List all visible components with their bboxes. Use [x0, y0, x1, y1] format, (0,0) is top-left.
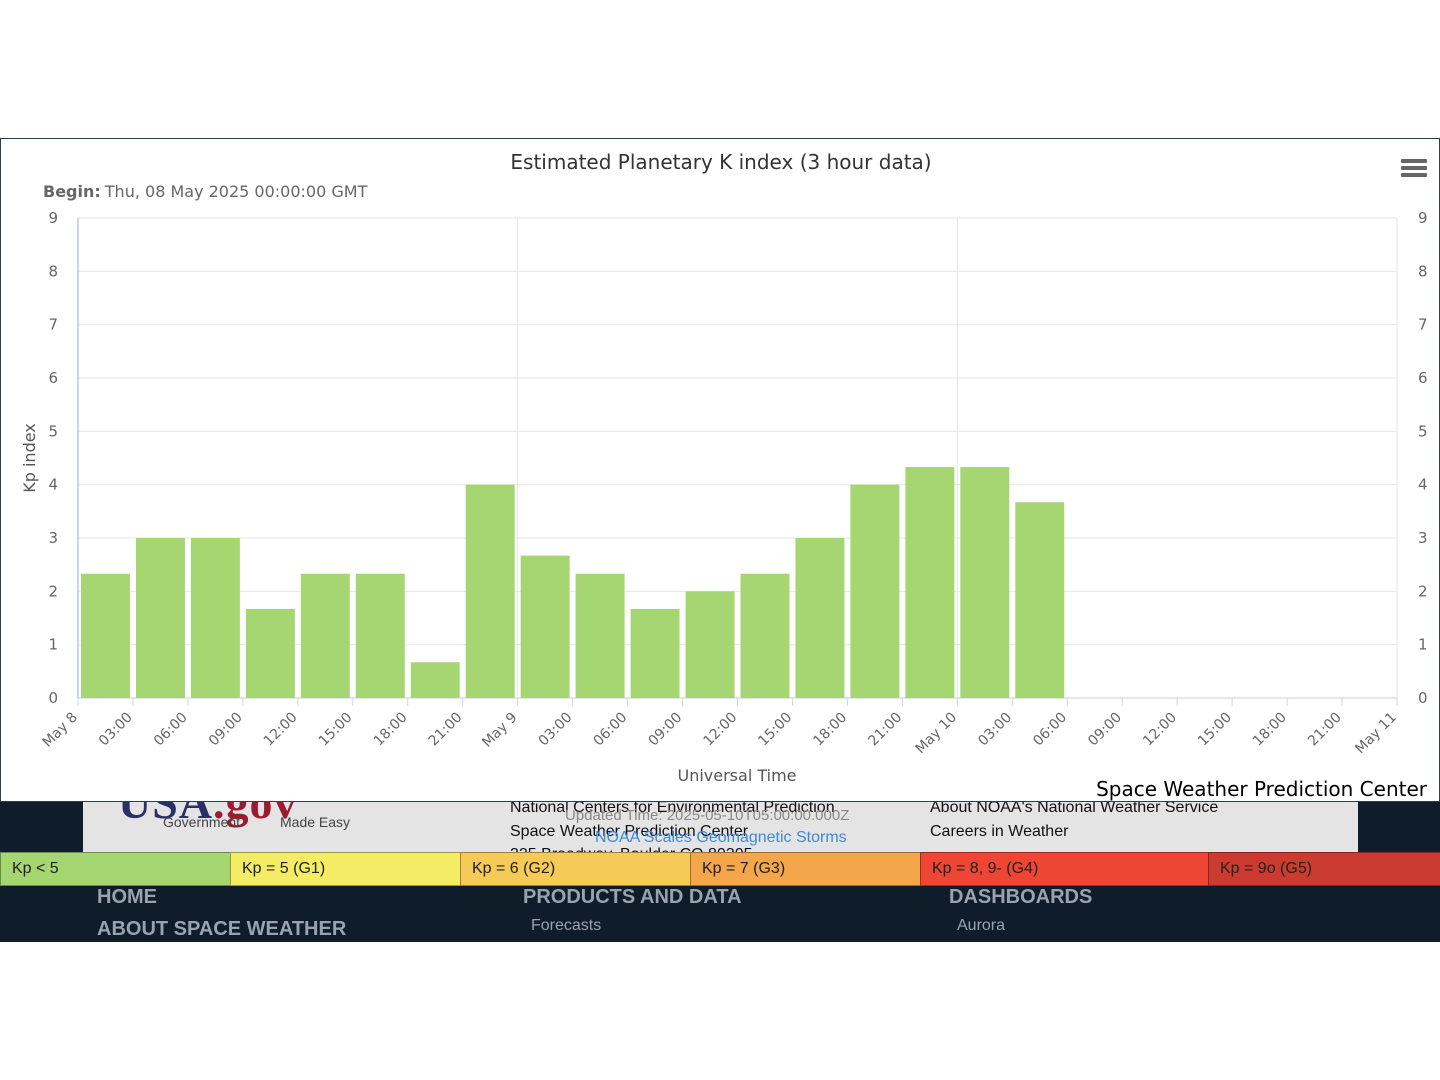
- x-tick-label: 03:00: [536, 710, 576, 750]
- x-tick-label: May 9: [479, 710, 520, 751]
- y-tick-label: 8: [48, 262, 58, 280]
- x-tick-label: 03:00: [975, 710, 1015, 750]
- chart-canvas: Estimated Planetary K index (3 hour data…: [20, 150, 1428, 785]
- kp-index-chart: Estimated Planetary K index (3 hour data…: [0, 138, 1440, 802]
- kp-bar: [135, 538, 185, 698]
- y-tick-label-right: 4: [1418, 476, 1428, 494]
- y-tick-label-right: 2: [1418, 582, 1428, 600]
- nav-dashboards[interactable]: DASHBOARDS: [949, 886, 1093, 908]
- ncep-link[interactable]: National Centers for Environmental Predi…: [510, 799, 835, 816]
- kp-bar: [190, 538, 240, 698]
- kp-scale-legend: Kp < 5 Kp = 5 (G1) Kp = 6 (G2) Kp = 7 (G3) K…: [0, 852, 1440, 886]
- subtitle-value: Thu, 08 May 2025 00:00:00 GMT: [104, 182, 368, 201]
- y-tick-label-right: 1: [1418, 636, 1428, 654]
- x-tick-label: 12:00: [1140, 710, 1180, 750]
- careers-link[interactable]: Careers in Weather: [930, 823, 1069, 840]
- y-tick-label: 1: [48, 636, 58, 654]
- kp-bar: [905, 467, 955, 698]
- nav-products-and-data[interactable]: PRODUCTS AND DATA: [523, 886, 742, 908]
- x-tick-label: May 8: [40, 710, 81, 751]
- legend-item: Kp = 8, 9- (G4): [920, 852, 1208, 886]
- kp-bar: [850, 484, 900, 698]
- x-tick-label: 15:00: [316, 710, 356, 750]
- swpc-link[interactable]: Space Weather Prediction Center: [510, 823, 749, 840]
- y-tick-label-right: 0: [1418, 689, 1428, 707]
- kp-bar: [465, 484, 515, 698]
- legend-item: Kp < 5: [0, 852, 230, 886]
- x-tick-label: 21:00: [426, 710, 466, 750]
- x-tick-label: 12:00: [261, 710, 301, 750]
- legend-item: Kp = 9o (G5): [1208, 852, 1440, 886]
- x-tick-label: 12:00: [700, 710, 740, 750]
- y-tick-label: 2: [48, 582, 58, 600]
- x-tick-label: 15:00: [1195, 710, 1235, 750]
- kp-bar: [520, 555, 570, 698]
- legend-item: Kp = 5 (G1): [230, 852, 460, 886]
- x-tick-label: 18:00: [371, 710, 411, 750]
- y-tick-label: 4: [48, 476, 58, 494]
- kp-bar: [81, 573, 130, 698]
- nav-about-space-weather[interactable]: ABOUT SPACE WEATHER: [97, 918, 347, 940]
- nav-home[interactable]: HOME: [97, 886, 157, 908]
- y-tick-label-right: 9: [1418, 209, 1428, 227]
- y-tick-label: 5: [48, 422, 58, 440]
- x-tick-label: 06:00: [151, 710, 191, 750]
- x-tick-label: 06:00: [1030, 710, 1070, 750]
- x-tick-label: 21:00: [1305, 710, 1345, 750]
- legend-item: Kp = 7 (G3): [690, 852, 920, 886]
- y-tick-label: 3: [48, 529, 58, 547]
- chart-menu-icon[interactable]: [1401, 159, 1427, 181]
- y-tick-label: 7: [48, 316, 58, 334]
- y-tick-label-right: 8: [1418, 262, 1428, 280]
- logo-tagline-right: Made Easy: [280, 814, 351, 830]
- x-tick-label: 06:00: [591, 710, 631, 750]
- x-axis-label: Universal Time: [677, 766, 796, 785]
- kp-bar: [245, 608, 295, 698]
- subtitle-label: Begin:: [43, 182, 101, 201]
- logo-tagline-left: Government: [163, 814, 241, 830]
- noaa-scales-link[interactable]: NOAA Scales Geomagnetic Storms: [595, 829, 847, 846]
- grid-lines: [78, 217, 1398, 699]
- nav-aurora[interactable]: Aurora: [957, 917, 1006, 934]
- bars: [81, 467, 1065, 698]
- y-tick-label-right: 7: [1418, 316, 1428, 334]
- nav-forecasts[interactable]: Forecasts: [531, 917, 602, 934]
- kp-bar: [630, 608, 680, 698]
- kp-bar: [575, 573, 625, 698]
- y-tick-label: 6: [48, 369, 58, 387]
- kp-bar: [685, 591, 735, 698]
- x-tick-label: 18:00: [1250, 710, 1290, 750]
- kp-bar: [960, 467, 1010, 698]
- chart-credit: Space Weather Prediction Center: [1096, 777, 1427, 801]
- x-tick-label: 03:00: [96, 710, 136, 750]
- updated-time: Updated Time: 2025-05-10T05:00:00.000Z: [565, 807, 850, 824]
- y-tick-label: 0: [48, 689, 58, 707]
- chart-subtitle: Begin: Thu, 08 May 2025 00:00:00 GMT: [43, 182, 368, 201]
- x-tick-label: 09:00: [206, 710, 246, 750]
- x-tick-label: 21:00: [865, 710, 905, 750]
- y-tick-label-right: 3: [1418, 529, 1428, 547]
- y-tick-label-right: 5: [1418, 422, 1428, 440]
- x-tick-label: 18:00: [810, 710, 850, 750]
- y-tick-label-right: 6: [1418, 369, 1428, 387]
- x-tick-label: 15:00: [755, 710, 795, 750]
- y-tick-label: 9: [48, 209, 58, 227]
- about-nws-link[interactable]: About NOAA's National Weather Service: [930, 799, 1219, 816]
- x-tick-label: 09:00: [646, 710, 686, 750]
- x-tick-label: May 11: [1352, 710, 1400, 758]
- kp-bar: [410, 662, 460, 698]
- kp-bar: [355, 573, 405, 698]
- x-tick-label: 09:00: [1085, 710, 1125, 750]
- kp-bar: [1015, 502, 1065, 698]
- kp-bar: [740, 573, 790, 698]
- kp-bar: [300, 573, 350, 698]
- y-axis-label: Kp index: [20, 423, 39, 493]
- x-tick-label: May 10: [913, 710, 961, 758]
- legend-item: Kp = 6 (G2): [460, 852, 690, 886]
- chart-title: Estimated Planetary K index (3 hour data…: [510, 150, 931, 174]
- kp-bar: [795, 538, 845, 698]
